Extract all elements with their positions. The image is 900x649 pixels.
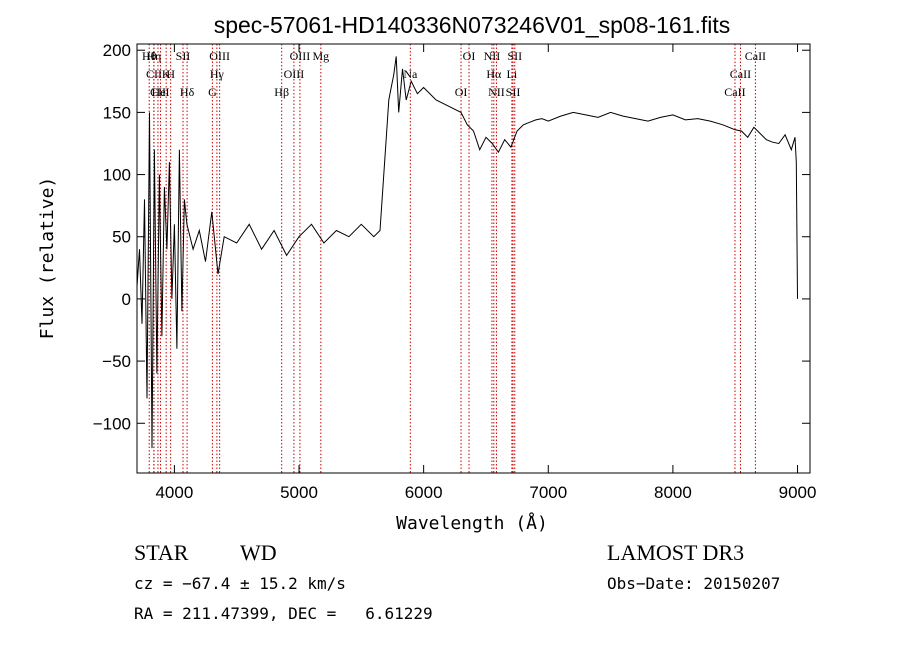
line-marker-label: CaII bbox=[730, 67, 751, 81]
survey-name: LAMOST DR3 bbox=[607, 540, 745, 565]
line-marker-label: K bbox=[162, 67, 171, 81]
plot-frame bbox=[136, 43, 811, 474]
line-marker-label: Hθ bbox=[142, 49, 157, 63]
line-marker-label: H bbox=[166, 67, 175, 81]
line-marker-label: G bbox=[208, 85, 217, 99]
line-marker-label: OIII bbox=[290, 49, 311, 63]
object-class: STAR bbox=[134, 540, 189, 565]
line-marker-label: CII bbox=[146, 67, 162, 81]
x-axis-ticks: 4000 5000 6000 7000 8000 9000 bbox=[155, 44, 816, 502]
x-tick-label: 5000 bbox=[280, 483, 318, 502]
line-marker-label: Hα bbox=[486, 67, 502, 81]
y-tick-label: 150 bbox=[103, 103, 131, 122]
line-markers bbox=[148, 44, 756, 473]
line-marker-label: OI bbox=[455, 85, 468, 99]
spectrum-chart: spec-57061-HD140336N073246V01_sp08-161.f… bbox=[37, 12, 816, 534]
line-marker-label: SII bbox=[507, 49, 522, 63]
line-marker-label: Li bbox=[507, 67, 518, 81]
line-marker-label: CaII bbox=[745, 49, 766, 63]
line-marker-label: OIII bbox=[209, 49, 230, 63]
line-marker-label: Na bbox=[403, 67, 418, 81]
line-marker-label: NII bbox=[488, 85, 505, 99]
y-tick-label: −100 bbox=[93, 414, 131, 433]
line-marker-label: SII bbox=[176, 49, 191, 63]
y-tick-label: 200 bbox=[103, 41, 131, 60]
line-marker-label: Hη bbox=[146, 49, 161, 63]
line-marker-label: Hδ bbox=[180, 85, 195, 99]
line-marker-label: SII bbox=[506, 85, 521, 99]
object-subclass: WD bbox=[240, 540, 277, 565]
y-tick-label: 100 bbox=[103, 166, 131, 185]
y-axis-ticks: −100 −50 0 50 100 150 200 bbox=[93, 41, 810, 433]
spectrum-line bbox=[136, 56, 798, 449]
line-marker-label: OI bbox=[463, 49, 476, 63]
sky-coordinates: RA = 211.47399, DEC = 6.61229 bbox=[134, 604, 433, 623]
observation-date: Obs−Date: 20150207 bbox=[607, 574, 781, 593]
line-marker-label: Mg bbox=[312, 49, 329, 63]
line-marker-label: HeI bbox=[152, 85, 170, 99]
line-marker-label: Hγ bbox=[210, 67, 225, 81]
x-axis-label: Wavelength (Å) bbox=[396, 512, 548, 534]
x-tick-label: 4000 bbox=[155, 483, 193, 502]
x-tick-label: 6000 bbox=[405, 483, 443, 502]
redshift-readout: cz = −67.4 ± 15.2 km/s bbox=[134, 574, 346, 593]
line-marker-label: CaII bbox=[724, 85, 745, 99]
line-marker-label: Hβ bbox=[274, 85, 289, 99]
x-tick-label: 7000 bbox=[529, 483, 567, 502]
line-marker-labels: HθKHδOIIICIIHeISIIHγCIIHηHGOIIIOIIIHβMgN… bbox=[142, 49, 766, 99]
y-tick-label: −50 bbox=[102, 352, 131, 371]
line-marker-label: CII bbox=[150, 85, 166, 99]
line-marker-label: OIII bbox=[284, 67, 305, 81]
chart-title: spec-57061-HD140336N073246V01_sp08-161.f… bbox=[214, 12, 731, 38]
y-axis-label: Flux (relative) bbox=[37, 177, 58, 340]
y-tick-label: 0 bbox=[122, 290, 131, 309]
x-tick-label: 9000 bbox=[779, 483, 817, 502]
y-tick-label: 50 bbox=[112, 228, 131, 247]
x-tick-label: 8000 bbox=[654, 483, 692, 502]
line-marker-label: NII bbox=[484, 49, 501, 63]
